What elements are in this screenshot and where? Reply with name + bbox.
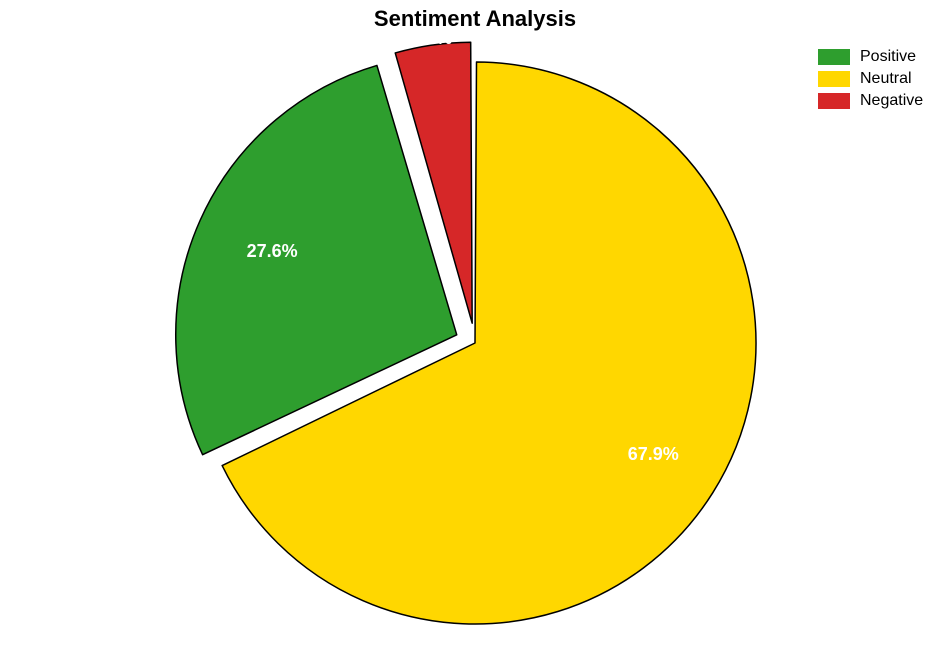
chart-container: Sentiment Analysis 67.9%27.6%4.5% Positi… — [0, 0, 950, 662]
legend-swatch-positive — [818, 49, 850, 65]
legend-label-positive: Positive — [860, 48, 916, 66]
slice-label-negative: 4.5% — [411, 28, 452, 48]
legend-swatch-negative — [818, 93, 850, 109]
slice-label-positive: 27.6% — [247, 241, 298, 261]
pie-chart: 67.9% 27.6% 4.5% — [0, 0, 950, 662]
legend-label-neutral: Neutral — [860, 70, 912, 88]
legend-swatch-neutral — [818, 71, 850, 87]
legend-item-neutral: Neutral — [818, 70, 923, 88]
legend: Positive Neutral Negative — [818, 48, 923, 114]
legend-item-negative: Negative — [818, 92, 923, 110]
legend-label-negative: Negative — [860, 92, 923, 110]
legend-item-positive: Positive — [818, 48, 923, 66]
slice-label-neutral: 67.9% — [628, 444, 679, 464]
